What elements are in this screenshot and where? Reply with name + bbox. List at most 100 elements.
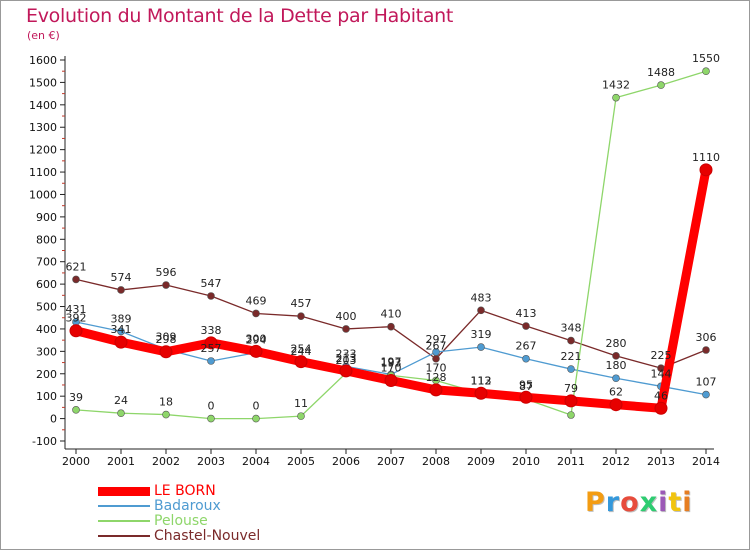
- data-point-pelouse: [702, 67, 710, 76]
- x-tick-label: 2012: [602, 455, 630, 468]
- data-point-le-born: [159, 345, 173, 359]
- data-label-badaroux: 144: [651, 367, 672, 380]
- data-label-le-born: 213: [336, 352, 357, 365]
- logo-letter: r: [605, 487, 621, 518]
- data-point-chastel-nouvel: [342, 325, 350, 333]
- data-point-pelouse: [567, 411, 575, 419]
- y-tick-label: 400: [36, 323, 57, 336]
- data-label-chastel-nouvel: 400: [336, 310, 357, 323]
- data-point-chastel-nouvel: [207, 292, 215, 300]
- data-label-pelouse: 1432: [602, 79, 630, 92]
- data-point-chastel-nouvel: [702, 346, 710, 354]
- data-point-chastel-nouvel: [72, 275, 80, 284]
- x-tick-label: 2014: [692, 455, 720, 468]
- y-tick-label: 500: [36, 301, 57, 314]
- y-tick-label: 300: [36, 345, 57, 358]
- data-label-badaroux: 267: [516, 340, 537, 353]
- data-point-chastel-nouvel: [477, 306, 485, 315]
- y-tick-label: 1300: [29, 121, 57, 134]
- data-label-pelouse: 0: [208, 400, 215, 413]
- data-label-badaroux: 197: [381, 355, 402, 368]
- data-label-pelouse: 39: [69, 391, 83, 404]
- legend: LE BORN Badaroux Pelouse Chastel-Nouvel: [98, 483, 318, 544]
- data-label-le-born: 79: [564, 382, 578, 395]
- data-label-pelouse: 87: [519, 380, 533, 393]
- legend-item-badaroux: Badaroux: [98, 498, 318, 514]
- data-label-le-born: 170: [381, 361, 402, 374]
- data-label-chastel-nouvel: 306: [696, 331, 717, 344]
- data-label-chastel-nouvel: 457: [291, 297, 312, 310]
- data-label-chastel-nouvel: 469: [246, 294, 267, 307]
- data-point-chastel-nouvel: [162, 281, 170, 289]
- data-point-badaroux: [522, 354, 530, 363]
- x-tick-label: 2009: [467, 455, 495, 468]
- data-point-pelouse: [252, 414, 260, 423]
- data-label-chastel-nouvel: 574: [111, 271, 132, 284]
- data-label-pelouse: 203: [336, 354, 357, 367]
- legend-label: Pelouse: [154, 513, 208, 529]
- data-point-pelouse: [207, 414, 215, 423]
- data-label-badaroux: 389: [111, 312, 132, 325]
- data-point-le-born: [294, 355, 308, 369]
- data-point-badaroux: [477, 343, 485, 351]
- y-tick-label: 1100: [29, 166, 57, 179]
- legend-item-chastel-nouvel: Chastel-Nouvel: [98, 528, 318, 544]
- data-label-chastel-nouvel: 267: [426, 340, 447, 353]
- data-label-chastel-nouvel: 483: [471, 291, 492, 304]
- data-point-le-born: [609, 398, 623, 412]
- data-point-le-born: [654, 401, 668, 415]
- legend-swatch: [98, 505, 150, 507]
- x-tick-label: 2010: [512, 455, 540, 468]
- data-label-pelouse: 11: [294, 397, 308, 410]
- data-point-le-born: [429, 383, 443, 397]
- x-tick-label: 2008: [422, 455, 450, 468]
- data-label-badaroux: 233: [336, 347, 357, 360]
- data-label-pelouse: 170: [426, 361, 447, 374]
- data-point-le-born: [114, 335, 128, 349]
- x-tick-label: 2011: [557, 455, 585, 468]
- data-label-le-born: 46: [654, 389, 668, 402]
- data-point-pelouse: [117, 409, 125, 418]
- data-point-le-born: [564, 394, 578, 408]
- unit-label: (en €): [27, 29, 60, 42]
- data-label-le-born: 62: [609, 386, 623, 399]
- data-point-le-born: [339, 364, 353, 378]
- y-tick-label: 1500: [29, 76, 57, 89]
- data-point-badaroux: [117, 327, 125, 336]
- logo-letter: t: [668, 487, 683, 518]
- data-label-le-born: 254: [291, 343, 312, 356]
- data-label-chastel-nouvel: 280: [606, 337, 627, 350]
- data-label-le-born: 113: [471, 374, 492, 387]
- data-label-pelouse: 1488: [647, 66, 675, 79]
- data-point-le-born: [204, 336, 218, 350]
- data-point-chastel-nouvel: [252, 309, 260, 318]
- data-label-badaroux: 297: [426, 333, 447, 346]
- y-tick-label: 900: [36, 211, 57, 224]
- data-point-badaroux: [702, 390, 710, 399]
- logo-letter: o: [620, 487, 640, 518]
- data-label-le-born: 95: [519, 378, 533, 391]
- x-tick-label: 2000: [62, 455, 90, 468]
- data-label-chastel-nouvel: 621: [66, 260, 87, 273]
- data-point-badaroux: [432, 348, 440, 356]
- proxiti-logo: Proxiti: [585, 487, 693, 518]
- data-label-badaroux: 257: [201, 342, 222, 355]
- data-label-pelouse: 112: [471, 374, 492, 387]
- data-point-pelouse: [162, 410, 170, 419]
- y-tick-label: 1600: [29, 54, 57, 67]
- data-label-le-born: 338: [201, 324, 222, 337]
- y-tick-label: 200: [36, 368, 57, 381]
- logo-letter: i: [682, 487, 693, 518]
- data-point-chastel-nouvel: [567, 336, 575, 345]
- data-point-chastel-nouvel: [297, 312, 305, 320]
- data-point-badaroux: [207, 357, 215, 365]
- data-point-badaroux: [612, 374, 620, 383]
- data-label-pelouse: 18: [159, 396, 173, 409]
- data-label-le-born: 392: [66, 312, 87, 325]
- data-label-badaroux: 294: [246, 334, 267, 347]
- data-label-pelouse: 1550: [692, 52, 720, 65]
- data-label-badaroux: 180: [606, 359, 627, 372]
- data-label-le-born: 341: [111, 323, 132, 336]
